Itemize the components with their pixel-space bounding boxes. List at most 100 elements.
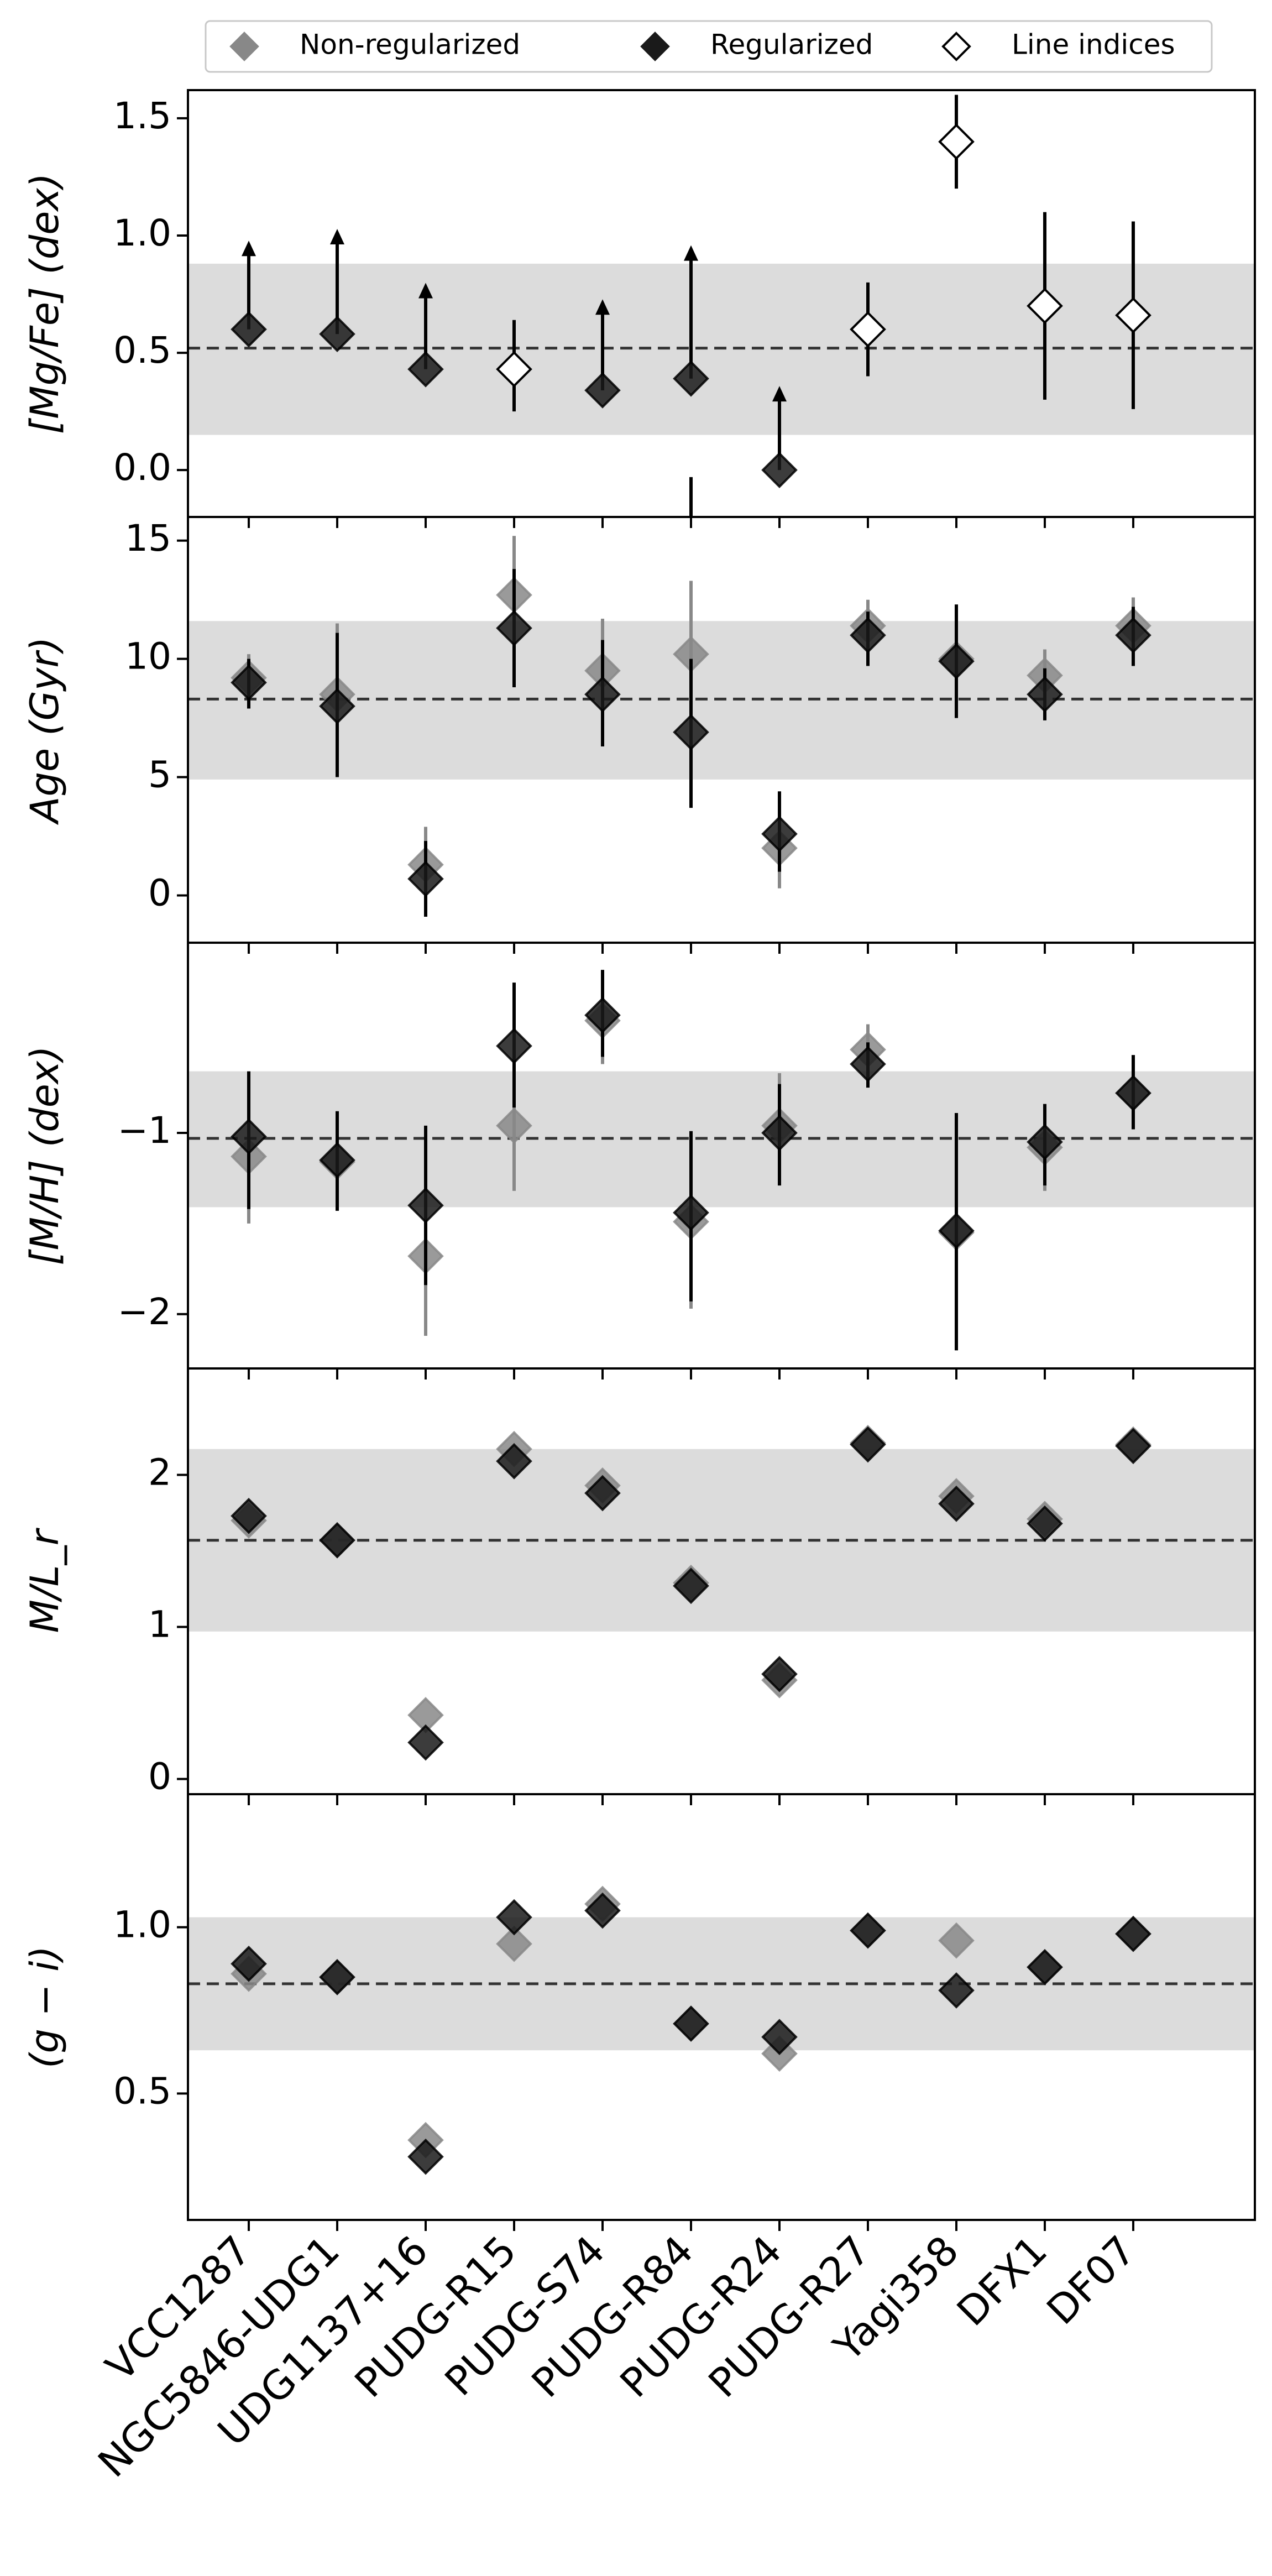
- point-reg-PUDG-R84: [673, 1567, 709, 1605]
- y-tick-label: 5: [148, 754, 171, 796]
- point-reg-PUDG-S74: [584, 1475, 621, 1512]
- x-tick-label: DFX1: [948, 2227, 1056, 2335]
- panel-5: 0.5 1.0 (g − i): [22, 1793, 1256, 2231]
- point-reg-DF07: [1115, 1428, 1151, 1465]
- point-reg-PUDG-R24: [761, 1115, 798, 1151]
- point-reg-DFX1: [1027, 1505, 1063, 1542]
- point-reg-PUDG-R27: [850, 617, 886, 654]
- y-tick-label: 0: [148, 1755, 171, 1798]
- point-reg-VCC1287: [231, 1118, 267, 1155]
- point-nonreg-PUDG-R15: [496, 1925, 532, 1962]
- point-reg-DF07: [1115, 1915, 1151, 1952]
- x-tick-label: DF07: [1038, 2227, 1144, 2334]
- point-reg-NGC5846-UDG1: [319, 1522, 355, 1559]
- y-axis-label: [Mg/Fe] (dex): [22, 173, 67, 434]
- point-reg-Yagi358: [938, 1213, 975, 1249]
- point-reg-PUDG-S74: [584, 372, 621, 409]
- point-reg-NGC5846-UDG1: [319, 316, 355, 352]
- lower-limit-arrow: [772, 386, 787, 402]
- legend-marker-1: [640, 32, 670, 61]
- axes-frame: [187, 1793, 1256, 2221]
- x-tick-labels: VCC1287NGC5846-UDG1UDG1137+16PUDG-R15PUD…: [89, 2227, 1144, 2486]
- point-reg-PUDG-R24: [761, 2019, 798, 2055]
- point-reg-PUDG-R15: [496, 1899, 532, 1936]
- point-lineidx-DF07: [1115, 297, 1151, 334]
- point-reg-Yagi358: [938, 1972, 975, 2009]
- legend-label: Line indices: [1012, 29, 1175, 61]
- point-reg-Yagi358: [938, 643, 975, 680]
- y-tick-label: −2: [118, 1290, 171, 1333]
- y-tick-label: 15: [125, 517, 171, 560]
- y-tick-label: 10: [125, 635, 171, 678]
- legend-marker-0: [229, 32, 259, 61]
- y-tick-label: 1.5: [113, 95, 171, 137]
- y-axis-label: [M/H] (dex): [22, 1046, 67, 1265]
- point-reg-UDG1137+16: [407, 2138, 444, 2175]
- point-reg-Yagi358: [938, 1485, 975, 1522]
- point-reg-UDG1137+16: [407, 351, 444, 388]
- lower-limit-arrow: [418, 283, 433, 299]
- point-reg-PUDG-R24: [761, 816, 798, 853]
- point-reg-PUDG-R27: [850, 1426, 886, 1463]
- point-reg-PUDG-R84: [673, 2005, 709, 2042]
- y-tick-label: 0: [148, 872, 171, 915]
- point-reg-PUDG-R15: [496, 610, 532, 646]
- point-reg-PUDG-R15: [496, 1443, 532, 1480]
- point-reg-PUDG-R27: [850, 1912, 886, 1949]
- point-nonreg-PUDG-R15: [496, 1107, 532, 1144]
- point-reg-DF07: [1115, 617, 1151, 654]
- point-lineidx-PUDG-R15: [496, 351, 532, 388]
- panel-1: 0.0 0.5 1.0 1.5 [Mg/Fe] (dex): [22, 89, 1256, 528]
- point-reg-PUDG-R27: [850, 1046, 886, 1083]
- point-reg-NGC5846-UDG1: [319, 1142, 355, 1179]
- point-reg-PUDG-R15: [496, 1027, 532, 1064]
- point-reg-PUDG-R24: [761, 452, 798, 488]
- point-reg-PUDG-S74: [584, 1892, 621, 1929]
- lower-limit-arrow: [242, 241, 256, 257]
- point-reg-UDG1137+16: [407, 1187, 444, 1224]
- point-reg-UDG1137+16: [407, 860, 444, 897]
- legend-frame: [205, 20, 1213, 73]
- point-reg-UDG1137+16: [407, 1724, 444, 1761]
- lower-limit-arrow: [595, 299, 610, 315]
- lower-limit-arrow: [684, 245, 698, 261]
- y-tick-label: 1.0: [113, 1904, 171, 1946]
- point-lineidx-DFX1: [1027, 288, 1063, 325]
- y-axis-label: (g − i): [22, 1946, 67, 2068]
- point-reg-DFX1: [1027, 1124, 1063, 1161]
- y-tick-label: 1: [148, 1603, 171, 1646]
- point-reg-DF07: [1115, 1075, 1151, 1111]
- legend-label: Regularized: [710, 29, 873, 61]
- point-reg-VCC1287: [231, 1497, 267, 1534]
- y-axis-label: M/L_r: [22, 1527, 67, 1633]
- y-tick-label: 2: [148, 1451, 171, 1494]
- panel-4: 0 1 2 M/L_r: [22, 1367, 1256, 1805]
- point-reg-PUDG-R84: [673, 1194, 709, 1231]
- point-reg-VCC1287: [231, 1945, 267, 1982]
- y-tick-label: 0.5: [113, 2070, 171, 2112]
- point-reg-PUDG-R84: [673, 714, 709, 751]
- point-lineidx-Yagi358: [938, 123, 975, 160]
- point-nonreg-Yagi358: [938, 1922, 975, 1959]
- legend-marker-2: [941, 32, 971, 61]
- legend: Non-regularized Regularized Line indices: [205, 20, 1213, 73]
- y-axis-label: Age (Gyr): [22, 637, 67, 825]
- point-reg-DFX1: [1027, 676, 1063, 713]
- legend-label: Non-regularized: [300, 29, 520, 61]
- y-tick-label: 0.5: [113, 329, 171, 372]
- point-reg-NGC5846-UDG1: [319, 688, 355, 725]
- point-reg-PUDG-R24: [761, 1655, 798, 1692]
- point-reg-PUDG-S74: [584, 676, 621, 713]
- panel-2: 0 5 10 15 Age (Gyr): [22, 516, 1256, 954]
- point-reg-NGC5846-UDG1: [319, 1959, 355, 1995]
- lower-limit-arrow: [330, 228, 344, 244]
- point-reg-PUDG-R84: [673, 360, 709, 397]
- point-reg-VCC1287: [231, 311, 267, 348]
- point-reg-VCC1287: [231, 664, 267, 701]
- y-tick-label: 0.0: [113, 446, 171, 489]
- y-tick-label: −1: [118, 1109, 171, 1152]
- point-reg-DFX1: [1027, 1948, 1063, 1985]
- point-reg-PUDG-S74: [584, 997, 621, 1033]
